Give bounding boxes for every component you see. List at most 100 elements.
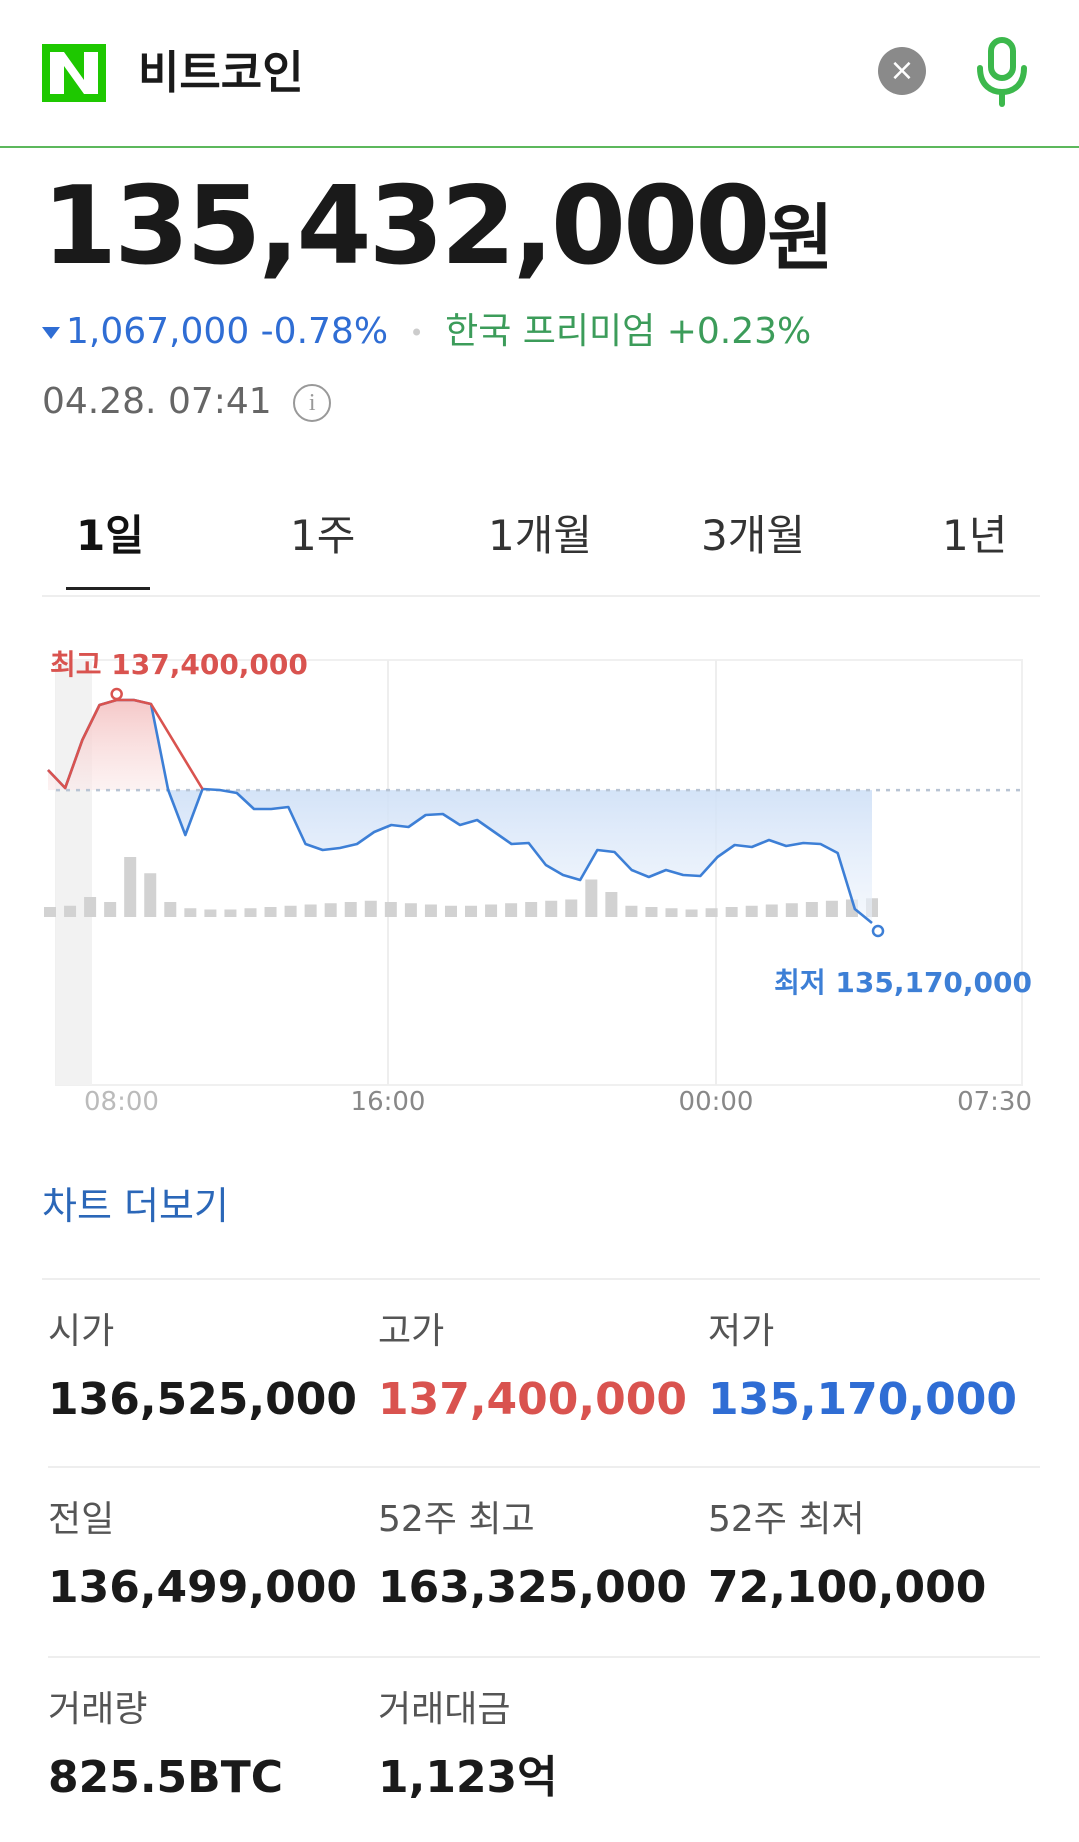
volume-bar [64, 905, 77, 917]
stat-52w-high: 52주 최고 163,325,000 [378, 1498, 708, 1616]
volume-bar [645, 907, 658, 917]
stat-label: 거래대금 [378, 1689, 511, 1730]
volume-bar [565, 899, 578, 917]
divider [48, 1466, 1040, 1468]
stat-trade-value: 거래대금 1,123억 [378, 1688, 708, 1806]
voice-search-icon[interactable] [972, 36, 1032, 108]
volume-bar [705, 908, 718, 917]
volume-bar [204, 909, 217, 917]
volume-bar [344, 902, 357, 917]
price-series-line [47, 698, 873, 925]
high-marker [110, 687, 123, 701]
volume-bar [765, 904, 778, 917]
change-amount: 1,067,000 [66, 311, 250, 352]
volume-bar [825, 900, 838, 917]
stat-label: 저가 [708, 1311, 775, 1352]
price-high-segment [47, 698, 204, 790]
timestamp-row: 04.28. 07:41 i [42, 380, 332, 424]
premium-label: 한국 프리미엄 [445, 311, 656, 352]
stat-high: 고가 137,400,000 [378, 1310, 708, 1428]
stat-value: 135,170,000 [708, 1374, 1017, 1425]
volume-bar [545, 900, 558, 917]
stat-label: 시가 [48, 1311, 115, 1352]
volume-bar [444, 905, 457, 917]
volume-bar [124, 857, 137, 917]
volume-bar [104, 902, 117, 917]
tab-1year[interactable]: 1년 [942, 511, 1008, 560]
volume-bar [465, 905, 478, 917]
divider [48, 1656, 1040, 1658]
volume-bar [525, 902, 538, 917]
stat-label: 전일 [48, 1499, 115, 1540]
search-header: 비트코인 × [0, 0, 1079, 148]
stat-open: 시가 136,525,000 [48, 1310, 378, 1428]
stat-label: 52주 최저 [708, 1499, 865, 1540]
volume-bar [244, 908, 257, 917]
clear-search-icon[interactable]: × [878, 47, 926, 95]
stat-value: 72,100,000 [708, 1562, 987, 1613]
stat-label: 52주 최고 [378, 1499, 535, 1540]
stat-value: 825.5BTC [48, 1752, 284, 1803]
stat-volume: 거래량 825.5BTC [48, 1688, 378, 1806]
volume-bar [364, 900, 377, 917]
naver-logo-icon[interactable] [42, 44, 106, 102]
price-change-row: 1,067,000 -0.78% • 한국 프리미엄 +0.23% [42, 310, 811, 355]
period-tabs: 1일 1주 1개월 3개월 1년 [42, 495, 1040, 597]
volume-bar [685, 909, 698, 917]
stat-prev-close: 전일 136,499,000 [48, 1498, 378, 1616]
price-unit: 원 [767, 196, 834, 280]
x-tick-label: 00:00 [679, 1087, 754, 1117]
current-price: 135,432,000원 [42, 172, 834, 282]
volume-bar [284, 905, 297, 917]
volume-bar [424, 904, 437, 917]
tab-3months[interactable]: 3개월 [701, 511, 806, 560]
volume-bar [44, 907, 56, 917]
volume-bar [304, 904, 317, 917]
volume-bar [404, 903, 417, 917]
volume-bar [725, 907, 738, 917]
volume-bar [384, 902, 397, 917]
stat-value: 163,325,000 [378, 1562, 687, 1613]
tab-1week[interactable]: 1주 [290, 511, 356, 560]
volume-bar [745, 905, 758, 917]
volume-bar [625, 905, 638, 917]
tab-1month[interactable]: 1개월 [488, 511, 593, 560]
change-percent: -0.78% [260, 311, 389, 352]
volume-bar [805, 902, 818, 917]
active-tab-indicator [66, 587, 150, 590]
premium-value: +0.23% [666, 311, 812, 352]
stat-low: 저가 135,170,000 [708, 1310, 1038, 1428]
low-label: 최저 135,170,000 [774, 966, 1032, 999]
more-chart-link[interactable]: 차트 더보기 [42, 1184, 229, 1228]
volume-bar [605, 892, 618, 917]
volume-bar [164, 902, 177, 917]
high-label: 최고 137,400,000 [50, 648, 308, 681]
price-value: 135,432,000 [42, 164, 770, 289]
x-tick-label: 07:30 [957, 1087, 1032, 1117]
volume-bar [505, 903, 518, 917]
info-icon[interactable]: i [293, 384, 332, 422]
volume-bar [665, 908, 678, 917]
volume-bar [144, 873, 157, 917]
stat-value: 136,525,000 [48, 1374, 357, 1425]
volume-bar [264, 907, 277, 917]
low-marker [871, 924, 885, 938]
volume-bar [485, 904, 498, 917]
volume-bar [84, 897, 97, 917]
x-tick-label: 08:00 [84, 1087, 159, 1117]
stat-value: 137,400,000 [378, 1374, 687, 1425]
price-chart[interactable]: 최고 137,400,000 최저 135,170,000 08:00 16:00 00… [42, 640, 1038, 1120]
above-reference-area [48, 700, 872, 791]
stat-label: 고가 [378, 1311, 445, 1352]
timestamp: 04.28. 07:41 [42, 381, 272, 422]
below-reference-area [48, 790, 872, 923]
divider [42, 1278, 1040, 1280]
tab-1day[interactable]: 1일 [76, 511, 144, 560]
search-query[interactable]: 비트코인 [138, 46, 304, 99]
separator-dot: • [409, 319, 424, 347]
volume-bar [785, 903, 798, 917]
volume-bar [585, 879, 598, 917]
stat-label: 거래량 [48, 1689, 148, 1730]
stat-value: 136,499,000 [48, 1562, 357, 1613]
volume-bar [224, 909, 237, 917]
